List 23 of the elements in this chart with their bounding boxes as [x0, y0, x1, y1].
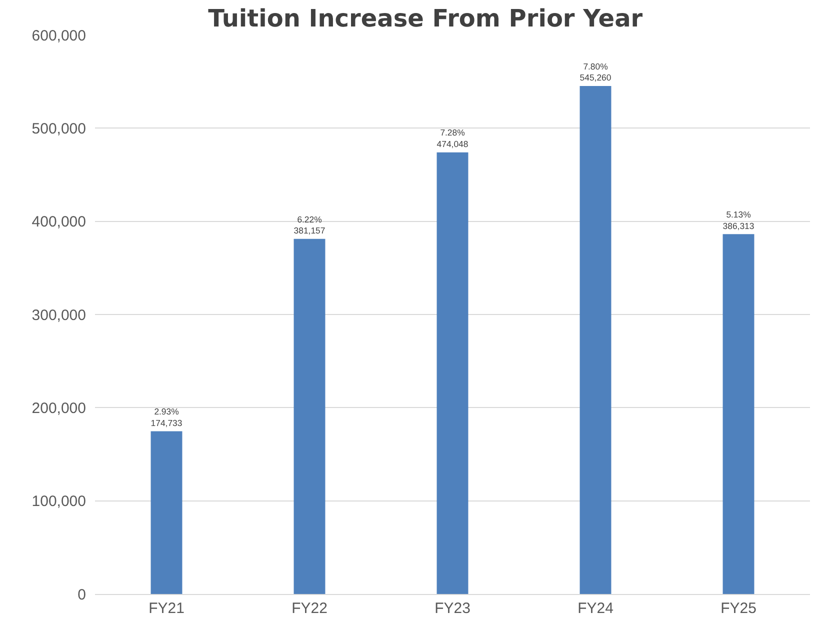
y-tick-label: 400,000: [32, 214, 86, 231]
data-label: 7.80% 545,260: [580, 61, 612, 83]
y-tick-label: 100,000: [32, 493, 86, 510]
x-tick-label: FY22: [292, 600, 328, 617]
data-label: 5.13% 386,313: [722, 209, 754, 231]
bar: [580, 86, 612, 594]
bar: [294, 238, 326, 594]
x-tick-label: FY23: [434, 600, 470, 617]
data-label: 6.22% 381,157: [294, 214, 326, 236]
bar: [722, 234, 754, 594]
y-tick-label: 300,000: [32, 306, 86, 324]
x-tick-label: FY25: [720, 600, 756, 617]
y-tick-label: 200,000: [32, 400, 86, 417]
bar: [150, 431, 182, 594]
x-tick-label: FY24: [578, 600, 614, 617]
x-tick-label: FY21: [148, 600, 184, 617]
data-label: 2.93% 174,733: [150, 406, 182, 428]
y-tick-label: 500,000: [32, 120, 86, 138]
chart-title: Tuition Increase From Prior Year: [208, 4, 643, 32]
y-tick-label: 0: [78, 586, 86, 604]
data-label: 7.28% 474,048: [436, 128, 468, 150]
y-tick-label: 600,000: [32, 27, 86, 44]
bar: [436, 152, 468, 594]
